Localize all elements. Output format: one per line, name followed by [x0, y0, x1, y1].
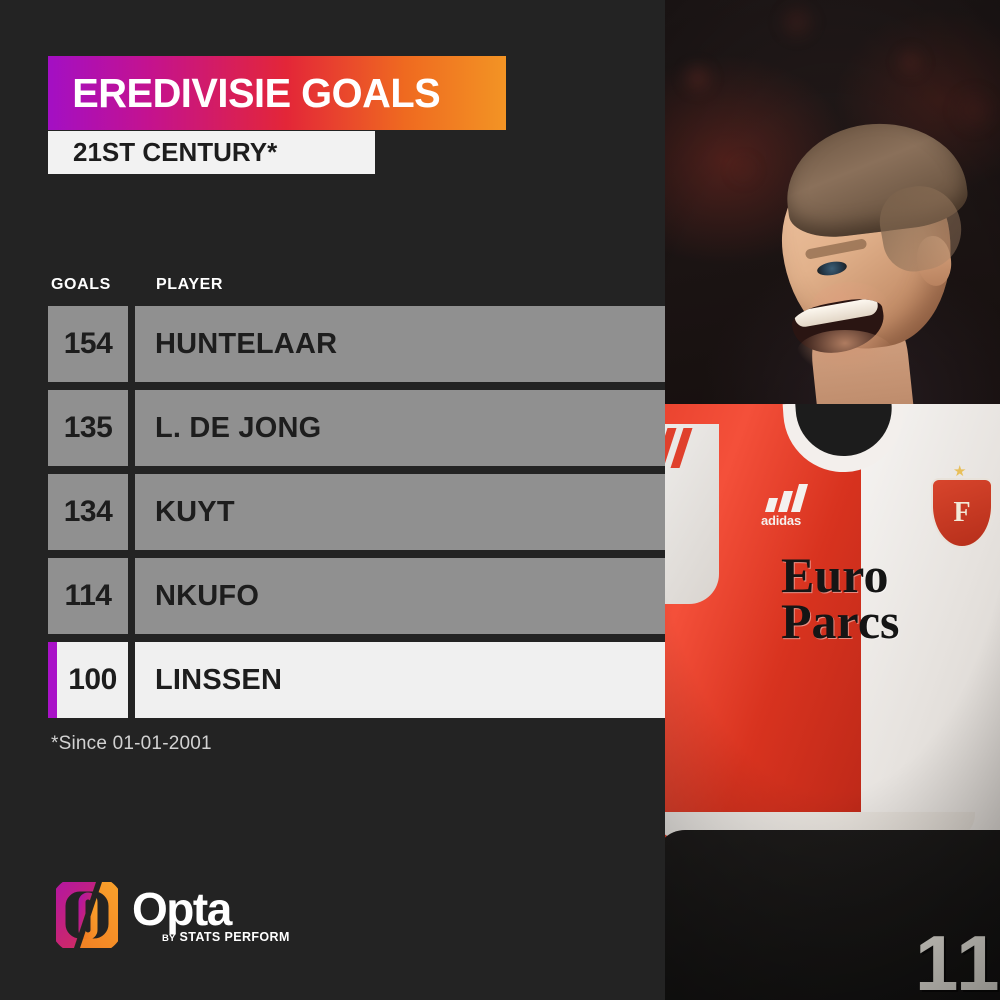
column-header-goals: GOALS	[51, 276, 111, 293]
page-title: EREDIVISIE GOALS	[72, 69, 441, 116]
opta-tagline: BY STATS PERFORM	[162, 930, 290, 944]
player-name: KUYT	[155, 495, 235, 528]
cell-divider	[128, 390, 135, 466]
table-row: 134 KUYT	[48, 474, 665, 550]
footnote: *Since 01-01-2001	[51, 733, 212, 754]
goals-value: 134	[63, 495, 113, 528]
player-name: L. DE JONG	[155, 411, 322, 444]
cell-goals: 135	[48, 390, 128, 466]
player-name: HUNTELAAR	[155, 327, 338, 360]
table-row-highlighted: 100 LINSSEN	[48, 642, 665, 718]
player-name: LINSSEN	[155, 663, 283, 696]
feyenoord-crest-icon: F	[931, 478, 993, 548]
goals-value: 114	[64, 579, 112, 612]
cell-player: NKUFO	[135, 558, 665, 634]
photo-shorts	[665, 830, 1000, 1000]
cell-goals: 134	[48, 474, 128, 550]
table-row: 154 HUNTELAAR	[48, 306, 665, 382]
cell-player: L. DE JONG	[135, 390, 665, 466]
player-photo: adidas Euro Parcs ★ F 11	[665, 0, 1000, 1000]
photo-shirt: adidas Euro Parcs ★ F	[665, 404, 1000, 844]
subtitle-banner: 21ST CENTURY*	[48, 131, 375, 174]
column-header-player: PLAYER	[156, 276, 224, 293]
opta-tagline-text: STATS PERFORM	[179, 930, 290, 944]
cell-player: KUYT	[135, 474, 665, 550]
kit-sponsor-line2: Parcs	[781, 593, 900, 649]
opta-tagline-by: BY	[162, 933, 176, 944]
adidas-wordmark: adidas	[761, 513, 801, 528]
cell-divider	[128, 642, 135, 718]
title-banner: EREDIVISIE GOALS	[48, 56, 506, 130]
row-accent-bar	[48, 642, 57, 718]
goals-value: 154	[63, 327, 113, 360]
cell-player: LINSSEN	[135, 642, 665, 718]
opta-mark-icon	[56, 882, 118, 948]
cell-player: HUNTELAAR	[135, 306, 665, 382]
opta-wordmark: Opta	[132, 883, 232, 935]
opta-logo: Opta BY STATS PERFORM	[56, 880, 316, 952]
goals-table: 154 HUNTELAAR 135 L. DE JONG 134	[48, 306, 665, 718]
cell-goals: 154	[48, 306, 128, 382]
page-subtitle: 21ST CENTURY*	[73, 137, 278, 167]
photo-chin	[797, 330, 893, 374]
kit-sponsor: Euro Parcs	[781, 547, 1000, 649]
cell-divider	[128, 474, 135, 550]
player-name: NKUFO	[155, 579, 260, 612]
cell-divider	[128, 306, 135, 382]
shirt-sleeve	[665, 424, 719, 604]
table-column-headers: GOALS PLAYER	[48, 276, 648, 298]
table-row: 114 NKUFO	[48, 558, 665, 634]
goals-value: 135	[63, 411, 113, 444]
kit-sponsor-line1: Euro	[781, 547, 889, 603]
adidas-logo-icon: adidas	[761, 482, 823, 528]
crest-star-icon: ★	[953, 463, 967, 480]
cell-goals: 100	[57, 642, 128, 718]
cell-goals: 114	[48, 558, 128, 634]
shorts-number: 11	[915, 919, 1000, 1000]
shirt-white-half	[861, 404, 1000, 844]
shirt-sleeve-stripes	[665, 428, 715, 468]
goals-value: 100	[68, 663, 117, 696]
table-row: 135 L. DE JONG	[48, 390, 665, 466]
cell-divider	[128, 558, 135, 634]
